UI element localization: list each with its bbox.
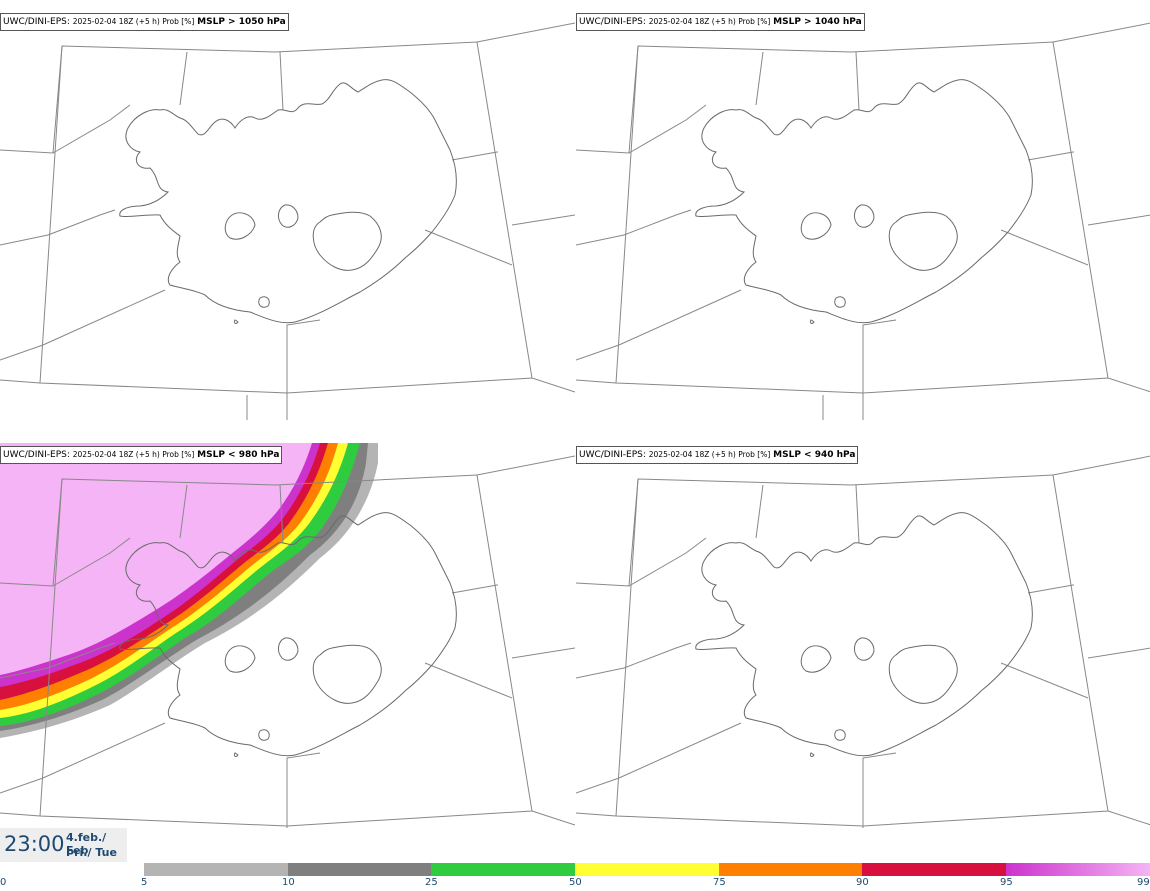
valid-time: 23:00 [4,832,65,856]
model-label: UWC/DINI-EPS [3,450,67,460]
legend-swatch-5-10 [144,863,288,876]
model-label: UWC/DINI-EPS [579,450,643,460]
valid-day: Þri./ Tue [66,846,117,859]
legend-tick: 50 [569,877,582,888]
run-label: 2025-02-04 18Z (+5 h) Prob [%] [648,450,771,459]
legend-swatch-75-90 [719,863,862,876]
map-panel-mslp-gt-1040: UWC/DINI-EPS: 2025-02-04 18Z (+5 h) Prob… [576,0,1150,420]
legend-swatch-10-25 [288,863,431,876]
legend-swatch-25-50 [431,863,575,876]
legend-swatch-90-95 [862,863,1006,876]
probability-shading [0,443,378,738]
run-label: 2025-02-04 18Z (+5 h) Prob [%] [72,17,195,26]
map-panel-mslp-lt-940: UWC/DINI-EPS: 2025-02-04 18Z (+5 h) Prob… [576,433,1150,828]
legend-tick: 25 [425,877,438,888]
legend-tick: 5 [141,877,148,888]
valid-time-box: 23:00 4.feb./ Feb Þri./ Tue [0,828,127,862]
legend-swatch-95-99 [1006,863,1150,876]
valid-date: 4.feb./ Feb [66,831,107,857]
run-label: 2025-02-04 18Z (+5 h) Prob [%] [72,450,195,459]
run-label: 2025-02-04 18Z (+5 h) Prob [%] [648,17,771,26]
parameter-label: MSLP > 1050 hPa [197,17,286,27]
legend-swatch-50-75 [575,863,719,876]
probability-legend: 0 5 10 25 50 75 90 95 99 [0,863,1150,891]
parameter-label: MSLP < 940 hPa [773,450,856,460]
legend-tick: 99 [1137,877,1150,888]
legend-tick: 75 [713,877,726,888]
map-panel-mslp-lt-980: UWC/DINI-EPS: 2025-02-04 18Z (+5 h) Prob… [0,433,575,828]
prob-band-99 [0,443,312,675]
parameter-label: MSLP < 980 hPa [197,450,280,460]
iceland-map [0,21,575,420]
iceland-map [576,454,1150,828]
parameter-label: MSLP > 1040 hPa [773,17,862,27]
iceland-map-with-probability [0,443,575,828]
model-label: UWC/DINI-EPS [3,17,67,27]
legend-tick: 0 [0,877,7,888]
panel-title: UWC/DINI-EPS: 2025-02-04 18Z (+5 h) Prob… [0,446,283,464]
panel-title: UWC/DINI-EPS: 2025-02-04 18Z (+5 h) Prob… [576,446,859,464]
legend-swatch-0-5 [0,863,144,876]
iceland-map [576,21,1150,420]
map-panel-mslp-gt-1050: UWC/DINI-EPS: 2025-02-04 18Z (+5 h) Prob… [0,0,575,420]
legend-tick: 95 [1000,877,1013,888]
model-label: UWC/DINI-EPS [579,17,643,27]
panel-title: UWC/DINI-EPS: 2025-02-04 18Z (+5 h) Prob… [576,13,865,31]
panel-title: UWC/DINI-EPS: 2025-02-04 18Z (+5 h) Prob… [0,13,289,31]
legend-tick: 10 [282,877,295,888]
legend-tick: 90 [856,877,869,888]
